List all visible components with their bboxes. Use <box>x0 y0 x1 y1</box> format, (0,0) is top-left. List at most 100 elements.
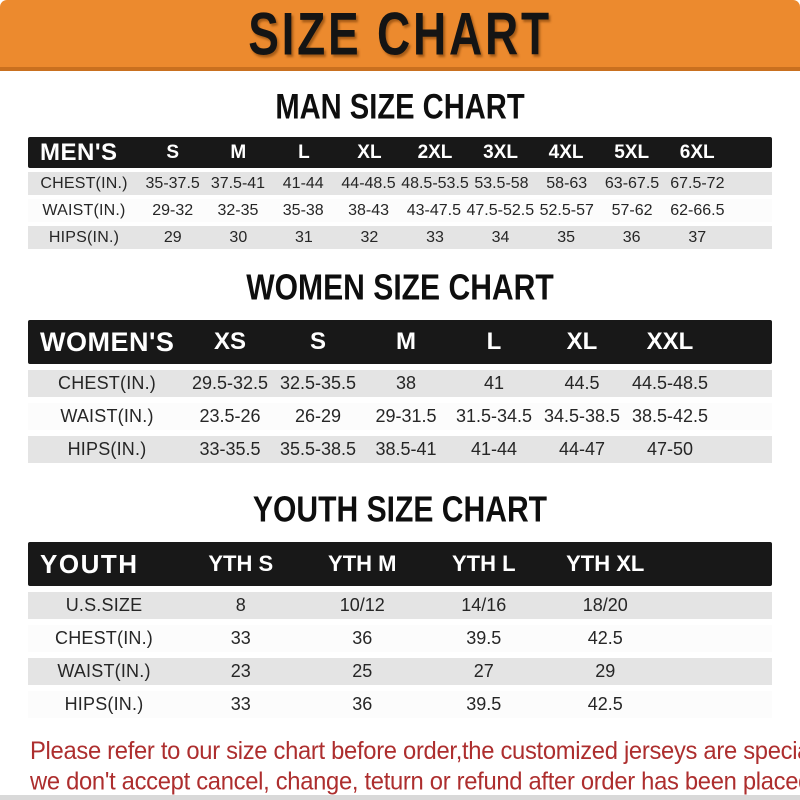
women-table-header-row: WOMEN'S XS S M L XL XXL <box>28 320 772 364</box>
row-label-cell: CHEST(IN.) <box>58 373 156 393</box>
value-cell: 44-47 <box>558 439 606 459</box>
banner: SIZE CHART <box>0 0 800 71</box>
value-cell: 67.5-72 <box>670 174 725 192</box>
value-cell: 43-47.5 <box>406 201 461 219</box>
men-chest-row: CHEST(IN.) 35-37.5 37.5-41 41-44 44-48.5… <box>28 172 772 195</box>
value-cell: 52.5-57 <box>539 201 594 219</box>
bottom-edge-strip <box>0 795 800 800</box>
header-cell: L <box>486 328 502 355</box>
value-cell: 32 <box>360 228 379 246</box>
value-cell: 32-35 <box>217 201 259 219</box>
value-cell: 8 <box>235 595 246 615</box>
disclaimer: Please refer to our size chart before or… <box>30 736 800 797</box>
youth-chest-row: CHEST(IN.) 33 36 39.5 42.5 <box>28 625 772 652</box>
value-cell: 35-37.5 <box>145 174 200 192</box>
header-cell: XL <box>357 141 382 163</box>
header-cell: YTH XL <box>566 551 645 576</box>
value-cell: 29-31.5 <box>375 406 437 426</box>
value-cell: 34 <box>491 228 510 246</box>
value-cell: 18/20 <box>582 595 628 615</box>
value-cell: 58-63 <box>546 174 588 192</box>
value-cell: 41 <box>483 373 505 393</box>
value-cell: 34.5-38.5 <box>543 406 621 426</box>
header-cell: XS <box>213 328 246 355</box>
value-cell: 32.5-35.5 <box>279 373 357 393</box>
value-cell: 38 <box>395 373 417 393</box>
value-cell: 31.5-34.5 <box>455 406 533 426</box>
value-cell: 29-32 <box>152 201 194 219</box>
value-cell: 47.5-52.5 <box>466 201 535 219</box>
women-hips-row: HIPS(IN.) 33-35.5 35.5-38.5 38.5-41 41-4… <box>28 436 772 463</box>
value-cell: 37 <box>688 228 707 246</box>
row-label-cell: CHEST(IN.) <box>55 628 153 648</box>
value-cell: 36 <box>622 228 641 246</box>
value-cell: 53.5-58 <box>474 174 529 192</box>
youth-table-header-row: YOUTH YTH S YTH M YTH L YTH XL <box>28 542 772 586</box>
header-cell: XXL <box>646 328 694 355</box>
value-cell: 37.5-41 <box>210 174 266 192</box>
value-cell: 25 <box>352 661 373 681</box>
value-cell: 29 <box>163 228 182 246</box>
value-cell: 35 <box>557 228 575 246</box>
row-label-cell: CHEST(IN.) <box>40 174 128 192</box>
header-cell: M <box>230 141 247 163</box>
men-header-label: MEN'S <box>40 138 118 166</box>
header-cell: 3XL <box>483 141 518 163</box>
value-cell: 29.5-32.5 <box>191 373 269 393</box>
value-cell: 38-43 <box>348 201 389 219</box>
value-cell: 57-62 <box>611 201 653 219</box>
men-table-header-row: MEN'S S M L XL 2XL 3XL 4XL 5XL 6XL <box>28 137 772 168</box>
value-cell: 31 <box>294 228 313 246</box>
value-cell: 39.5 <box>466 628 502 648</box>
value-cell: 35-38 <box>282 201 324 219</box>
value-cell: 33 <box>426 228 444 246</box>
men-section-heading: MAN SIZE CHART <box>275 86 525 127</box>
row-label-cell: WAIST(IN.) <box>57 661 151 681</box>
row-label-cell: WAIST(IN.) <box>60 406 154 426</box>
value-cell: 41-44 <box>470 439 518 459</box>
value-cell: 35.5-38.5 <box>279 439 357 459</box>
value-cell: 33 <box>230 628 251 648</box>
value-cell: 33-35.5 <box>199 439 261 459</box>
header-cell: S <box>309 328 326 355</box>
value-cell: 44.5 <box>564 373 600 393</box>
row-label-cell: U.S.SIZE <box>65 595 143 615</box>
banner-title: SIZE CHART <box>248 0 552 68</box>
value-cell: 44-48.5 <box>341 174 396 192</box>
value-cell: 42.5 <box>587 694 623 714</box>
men-hips-row: HIPS(IN.) 29 30 31 32 33 34 35 36 37 <box>28 226 772 249</box>
row-label-cell: HIPS(IN.) <box>64 694 144 714</box>
value-cell: 41-44 <box>282 174 324 192</box>
row-label-cell: HIPS(IN.) <box>48 228 120 246</box>
men-size-table: MEN'S S M L XL 2XL 3XL 4XL 5XL 6XL CHEST… <box>28 137 772 249</box>
row-label-cell: HIPS(IN.) <box>67 439 147 459</box>
value-cell: 30 <box>229 228 248 246</box>
value-cell: 38.5-41 <box>375 439 437 459</box>
header-cell: S <box>166 141 180 163</box>
header-cell: 6XL <box>679 141 715 163</box>
value-cell: 10/12 <box>339 595 385 615</box>
youth-waist-row: WAIST(IN.) 23 25 27 29 <box>28 658 772 685</box>
value-cell: 39.5 <box>466 694 502 714</box>
header-cell: YTH L <box>451 551 516 576</box>
value-cell: 36 <box>352 694 373 714</box>
value-cell: 23 <box>230 661 251 681</box>
value-cell: 44.5-48.5 <box>631 373 709 393</box>
value-cell: 26-29 <box>294 406 342 426</box>
value-cell: 23.5-26 <box>199 406 261 426</box>
header-cell: XL <box>566 328 598 355</box>
value-cell: 27 <box>473 661 494 681</box>
header-cell: YTH S <box>208 551 274 576</box>
men-waist-row: WAIST(IN.) 29-32 32-35 35-38 38-43 43-47… <box>28 199 772 222</box>
header-cell: YTH M <box>328 551 397 576</box>
women-section-heading: WOMEN SIZE CHART <box>246 266 554 308</box>
youth-hips-row: HIPS(IN.) 33 36 39.5 42.5 <box>28 691 772 718</box>
value-cell: 29 <box>595 661 616 681</box>
value-cell: 14/16 <box>461 595 507 615</box>
header-cell: 5XL <box>614 141 650 163</box>
value-cell: 47-50 <box>646 439 694 459</box>
disclaimer-line-2: we don't accept cancel, change, teturn o… <box>30 767 800 796</box>
value-cell: 33 <box>230 694 251 714</box>
value-cell: 63-67.5 <box>604 174 660 192</box>
